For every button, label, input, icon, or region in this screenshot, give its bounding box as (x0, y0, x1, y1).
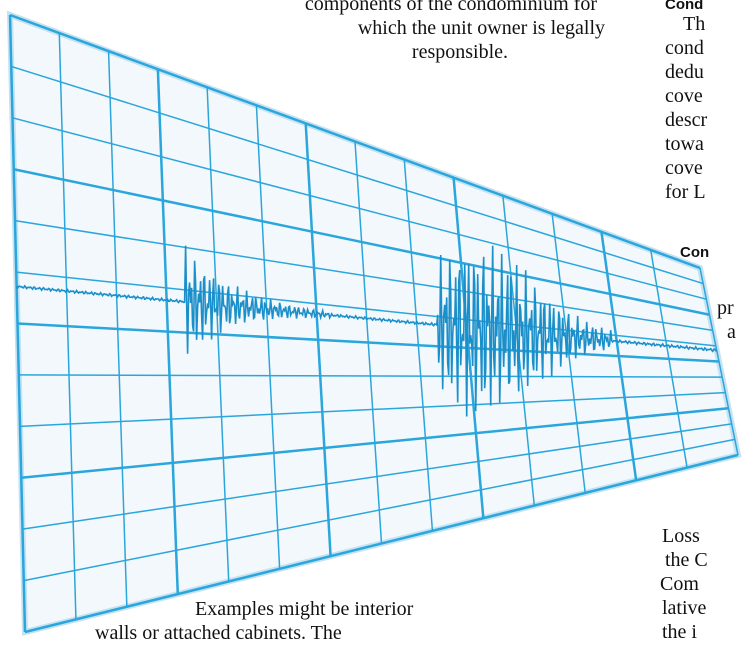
body-text: Loss (662, 524, 700, 548)
body-text: the i (662, 620, 697, 644)
body-text: pr (717, 296, 734, 320)
body-text: descr (665, 108, 707, 132)
body-text: which the unit owner is legally (358, 16, 605, 40)
body-text: cond (665, 36, 704, 60)
body-text: cove (665, 84, 703, 108)
body-text: Examples might be interior (195, 597, 413, 621)
body-text: towa (665, 132, 704, 156)
body-text: Th (683, 12, 705, 36)
body-text: lative (662, 596, 706, 620)
body-text: the C (665, 548, 708, 572)
graphic (10, 15, 738, 632)
body-text: a (727, 320, 736, 344)
section-heading: Con (680, 244, 709, 261)
body-text: Com (660, 572, 699, 596)
body-text: walls or attached cabinets. The (95, 621, 342, 645)
body-text: responsible. (412, 40, 508, 64)
seismograph-image (0, 0, 742, 655)
page: components of the condominium forwhich t… (0, 0, 742, 655)
body-text: components of the condominium for (305, 0, 597, 16)
body-text: for L (665, 180, 706, 204)
body-text: cove (665, 156, 703, 180)
body-text: dedu (665, 60, 704, 84)
